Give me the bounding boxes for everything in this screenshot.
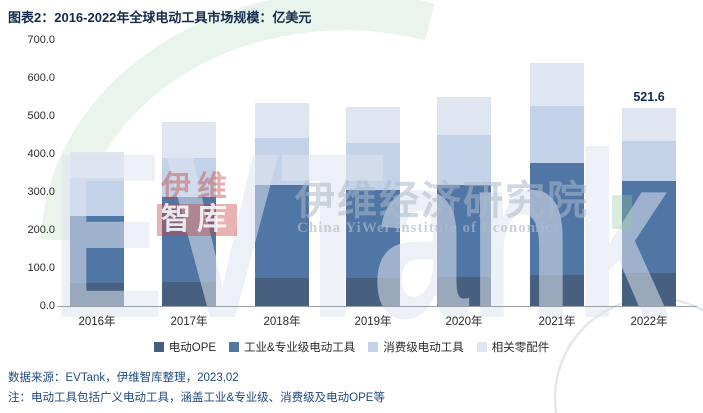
y-axis-tick-label: 700.0 <box>27 34 55 46</box>
legend-item: 相关零配件 <box>476 339 550 355</box>
bar-segment <box>255 138 309 186</box>
x-axis-label: 2017年 <box>170 316 208 328</box>
legend-item: 消费级电动工具 <box>368 339 464 355</box>
bar-segment <box>530 105 584 164</box>
legend-item: 工业&专业级电动工具 <box>229 339 355 355</box>
y-axis-tick-label: 500.0 <box>27 110 55 122</box>
bar-segment <box>255 185 309 278</box>
bar-segment <box>346 190 400 278</box>
legend-swatch-icon <box>153 342 164 352</box>
bar-segment <box>622 180 676 274</box>
bar-segment <box>346 106 400 143</box>
bar-segment <box>255 103 309 139</box>
bar-segment <box>70 283 124 306</box>
bar-segment <box>437 97 491 135</box>
legend-label: 消费级电动工具 <box>383 342 464 354</box>
x-axis-line <box>57 306 697 307</box>
x-axis-label: 2021年 <box>538 316 576 328</box>
bar-segment <box>437 135 491 186</box>
bar-segment <box>255 277 309 306</box>
bar-segment <box>70 178 124 216</box>
legend-item: 电动OPE <box>153 339 217 355</box>
y-axis-tick-label: 200.0 <box>27 224 55 236</box>
x-axis-label: 2016年 <box>78 316 116 328</box>
bar-segment <box>162 281 216 306</box>
legend-label: 工业&专业级电动工具 <box>244 342 356 354</box>
bar-segment <box>530 62 584 106</box>
legend-swatch-icon <box>476 342 487 352</box>
data-source-note: 数据来源：EVTank，伊维智库整理，2023,02 <box>8 372 239 384</box>
y-axis-tick-label: 100.0 <box>27 262 55 274</box>
bar-segment <box>622 273 676 306</box>
legend-label: 相关零配件 <box>491 342 550 354</box>
x-axis-label: 2020年 <box>445 316 483 328</box>
bar-segment <box>70 215 124 284</box>
y-axis-tick-label: 300.0 <box>27 186 55 198</box>
legend: 电动OPE 工业&专业级电动工具 消费级电动工具 相关零配件 <box>0 339 703 355</box>
bar-segment <box>622 107 676 141</box>
bar-segment <box>437 276 491 306</box>
x-axis-label: 2022年 <box>630 316 668 328</box>
bar-segment <box>162 158 216 197</box>
bar-segment <box>162 121 216 159</box>
bar-segment <box>530 274 584 306</box>
x-axis-label: 2019年 <box>354 316 392 328</box>
bar-segment <box>622 140 676 181</box>
bar-segment <box>530 163 584 275</box>
y-axis-tick-label: 600.0 <box>27 72 55 84</box>
bar-segment <box>70 151 124 179</box>
bar-segment <box>346 142 400 191</box>
legend-swatch-icon <box>229 342 240 352</box>
bar-segment <box>346 277 400 306</box>
legend-swatch-icon <box>368 342 379 352</box>
x-axis-label: 2018年 <box>263 316 301 328</box>
definition-note: 注：电动工具包括广义电动工具，涵盖工业&专业级、消费级及电动OPE等 <box>8 392 385 404</box>
bar-segment <box>437 185 491 277</box>
bar-segment <box>162 196 216 282</box>
chart-title: 图表2：2016-2022年全球电动工具市场规模：亿美元 <box>8 10 312 25</box>
data-label-2022: 521.6 <box>633 89 665 104</box>
legend-label: 电动OPE <box>168 342 217 354</box>
y-axis-tick-label: 400.0 <box>27 148 55 160</box>
y-axis-tick-label: 0.0 <box>39 300 55 312</box>
